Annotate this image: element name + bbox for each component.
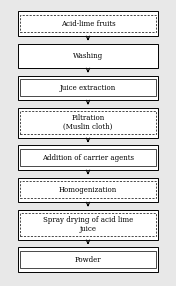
FancyBboxPatch shape bbox=[20, 213, 156, 236]
FancyBboxPatch shape bbox=[18, 146, 158, 170]
FancyBboxPatch shape bbox=[20, 111, 156, 134]
FancyBboxPatch shape bbox=[18, 76, 158, 100]
Text: Powder: Powder bbox=[75, 256, 101, 263]
Text: Spray drying of acid lime
juice: Spray drying of acid lime juice bbox=[43, 216, 133, 233]
FancyBboxPatch shape bbox=[18, 178, 158, 202]
Text: Juice extraction: Juice extraction bbox=[60, 84, 116, 92]
FancyBboxPatch shape bbox=[18, 11, 158, 36]
FancyBboxPatch shape bbox=[20, 79, 156, 96]
Text: Addition of carrier agents: Addition of carrier agents bbox=[42, 154, 134, 162]
FancyBboxPatch shape bbox=[18, 108, 158, 138]
Text: Homogenization: Homogenization bbox=[59, 186, 117, 194]
Text: Washing: Washing bbox=[73, 52, 103, 60]
Text: Acid-lime fruits: Acid-lime fruits bbox=[61, 20, 115, 27]
FancyBboxPatch shape bbox=[18, 210, 158, 240]
FancyBboxPatch shape bbox=[20, 15, 156, 32]
FancyBboxPatch shape bbox=[18, 43, 158, 68]
FancyBboxPatch shape bbox=[20, 181, 156, 198]
Text: Filtration
(Muslin cloth): Filtration (Muslin cloth) bbox=[63, 114, 113, 131]
FancyBboxPatch shape bbox=[20, 251, 156, 268]
FancyBboxPatch shape bbox=[18, 247, 158, 272]
FancyBboxPatch shape bbox=[20, 149, 156, 166]
